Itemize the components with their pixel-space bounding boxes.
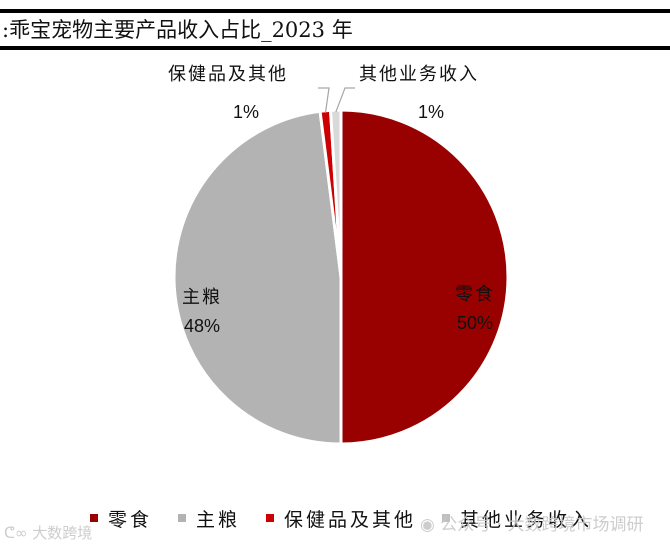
legend-label-other-business: 其他业务收入: [460, 508, 593, 531]
label-other-business: 其他业务收入: [359, 64, 479, 86]
label-health-products-pct: 1%: [233, 102, 260, 122]
label-other-business-pct-wrap: 1%: [418, 101, 444, 123]
wechat-icon: ◉: [420, 515, 441, 535]
watermark-left-text: 大数跨境: [32, 524, 93, 542]
label-snacks-pct: 50%: [456, 313, 494, 333]
watermark-logo-icon: ᕦ∞: [4, 524, 33, 542]
slice-staple-food: [172, 109, 343, 446]
legend-item-staple-food: 主粮: [178, 505, 240, 532]
chart-title: :乖宝宠物主要产品收入占比_2023 年: [2, 18, 353, 42]
label-staple-food-pct: 48%: [183, 316, 221, 336]
legend-label-staple-food: 主粮: [196, 508, 241, 531]
label-other-business-pct: 1%: [418, 102, 445, 122]
watermark-right-text: 公众号 · 大数跨境市场调研: [440, 515, 644, 535]
legend-swatch-snacks: [90, 514, 98, 522]
label-staple-food: 主粮 48%: [182, 287, 222, 337]
slice-other-business: [328, 108, 343, 278]
title-top-rule: [0, 9, 670, 13]
label-staple-food-name: 主粮: [182, 287, 222, 308]
legend-swatch-health-products: [266, 514, 275, 522]
label-health-products-pct-wrap: 1%: [233, 101, 259, 123]
label-snacks: 零食 50%: [455, 284, 495, 334]
label-snacks-name: 零食: [455, 284, 495, 305]
leader-line-health-products: [318, 87, 330, 113]
watermark-right: ◉ 公众号 · 大数跨境市场调研: [420, 510, 643, 535]
legend-swatch-staple-food: [178, 514, 187, 522]
label-other-business-name: 其他业务收入: [359, 64, 479, 85]
slice-snacks: [339, 108, 510, 446]
label-health-products: 保健品及其他: [168, 64, 288, 86]
legend-item-health-products: 保健品及其他: [266, 505, 416, 532]
label-health-products-name: 保健品及其他: [168, 64, 288, 85]
chart-legend: 零食 主粮 保健品及其他 其他业务收入: [90, 505, 618, 531]
legend-item-other-business: 其他业务收入: [442, 505, 592, 532]
title-bottom-rule: [0, 46, 670, 50]
legend-label-snacks: 零食: [108, 508, 153, 531]
watermark-left: ᕦ∞ 大数跨境: [4, 522, 92, 543]
leader-line-other-business: [335, 87, 355, 113]
legend-item-snacks: 零食: [90, 505, 152, 532]
legend-label-health-products: 保健品及其他: [284, 508, 417, 531]
legend-swatch-other-business: [442, 514, 451, 522]
